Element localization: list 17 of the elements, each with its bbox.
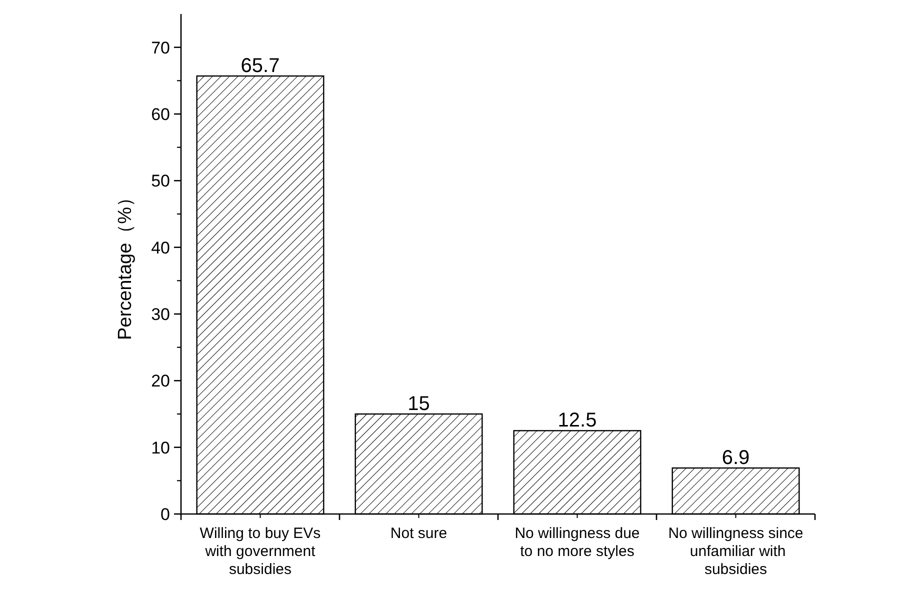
y-tick-label: 20 (151, 372, 170, 391)
data-label: 15 (408, 393, 430, 415)
y-tick-label: 50 (151, 172, 170, 191)
x-tick-label: Willing to buy EVs with government subsidies (200, 525, 321, 578)
y-tick-label: 60 (151, 104, 170, 124)
x-tick-label: No willingness due to no more styles (514, 525, 640, 560)
y-tick-label: 70 (151, 38, 170, 58)
y-tick-label: 10 (151, 438, 170, 458)
y-tick-label: 0 (160, 504, 170, 524)
x-tick-label: Not sure (390, 525, 448, 542)
y-axis-title: Percentage（%） (115, 188, 136, 340)
data-label: 6.9 (722, 447, 750, 469)
data-label: 65.7 (240, 55, 280, 77)
data-label: 12.5 (558, 410, 597, 432)
y-tick-label: 30 (151, 304, 170, 324)
y-tick-label: 40 (151, 238, 170, 258)
x-tick-label: No willingness since unfamiliar with subsidies (668, 525, 804, 578)
